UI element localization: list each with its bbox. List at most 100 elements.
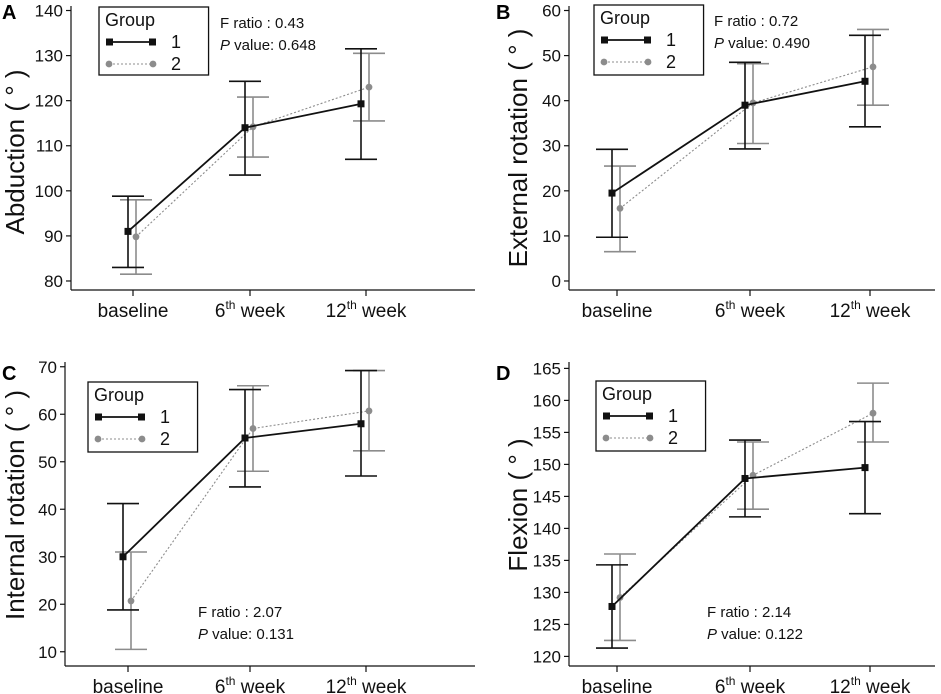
x-tick-label: baseline (93, 677, 164, 694)
legend-frame (595, 380, 707, 452)
y-axis-label: External rotation ( ° ) (503, 29, 533, 268)
data-point-group-1 (241, 124, 249, 132)
legend-frame (87, 381, 199, 453)
legend-marker-group-1 (601, 36, 608, 44)
data-point-group-1 (119, 553, 127, 561)
legend-marker-group-1 (149, 38, 156, 46)
p-value-text: value: 0.131 (208, 626, 294, 643)
legend-title: Group (105, 10, 155, 30)
x-tick-label: baseline (582, 677, 653, 694)
legend-title: Group (600, 8, 650, 28)
legend: Group 1 2 (87, 381, 199, 453)
x-tick-label: baseline (582, 301, 653, 322)
y-tick-label: 50 (38, 453, 57, 472)
legend-marker-group-2 (644, 58, 652, 66)
x-tick-suffix: week (861, 301, 911, 322)
data-point-group-2 (365, 407, 373, 415)
data-point-group-2 (249, 425, 257, 432)
legend-frame (98, 6, 210, 76)
y-tick-label: 120 (533, 647, 561, 666)
legend-label-group-1: 1 (160, 407, 170, 427)
x-tick-superscript: th (725, 298, 735, 312)
y-tick-label: 100 (35, 182, 63, 201)
data-point-group-1 (608, 602, 616, 610)
legend-label-group-1: 1 (171, 32, 181, 52)
p-value-annotation: P value: 0.122 (707, 626, 803, 643)
data-point-group-2 (869, 409, 877, 417)
legend-marker-group-2 (138, 435, 146, 443)
legend: Group 1 2 (593, 4, 705, 76)
x-tick-number: 12 (830, 301, 851, 322)
legend-label-group-1: 1 (666, 30, 676, 50)
x-tick-suffix: week (735, 677, 785, 694)
f-ratio-annotation: F ratio : 0.43 (220, 15, 304, 32)
legend-marker-group-2 (105, 60, 113, 68)
y-tick-label: 70 (38, 358, 57, 377)
y-tick-label: 20 (542, 182, 561, 201)
data-point-group-2 (869, 63, 877, 71)
x-tick-suffix: week (235, 677, 285, 694)
legend-label-group-1: 1 (668, 406, 678, 426)
y-axis-label: Internal rotation ( ° ) (0, 390, 30, 620)
legend-marker-group-2 (646, 434, 654, 442)
legend-marker-group-2 (149, 60, 157, 68)
y-tick-label: 120 (35, 92, 63, 111)
data-point-group-2 (127, 597, 135, 605)
y-tick-label: 125 (533, 615, 561, 634)
x-tick-label: 12th week (326, 674, 407, 694)
x-tick-suffix: week (735, 301, 785, 322)
x-tick-label: baseline (98, 301, 169, 322)
y-tick-label: 30 (38, 548, 57, 567)
y-tick-label: 110 (36, 137, 63, 156)
y-tick-label: 135 (533, 551, 561, 570)
y-tick-label: 140 (533, 519, 561, 538)
x-tick-suffix: week (357, 301, 407, 322)
x-tick-label: 12th week (830, 298, 911, 322)
x-tick-superscript: th (851, 674, 861, 688)
legend-marker-group-1 (138, 413, 145, 421)
series-marks (596, 382, 889, 649)
x-tick-number: 6 (715, 677, 726, 694)
legend-title: Group (602, 384, 652, 404)
x-tick-number: 6 (215, 677, 226, 694)
y-tick-label: 60 (38, 405, 57, 424)
y-tick-label: 40 (542, 92, 561, 111)
x-tick-suffix: week (235, 301, 285, 322)
p-symbol: P (198, 626, 208, 643)
data-point-group-1 (608, 189, 616, 197)
legend-label-group-2: 2 (666, 52, 676, 72)
f-ratio-annotation: F ratio : 0.72 (714, 13, 798, 30)
p-value-annotation: P value: 0.648 (220, 37, 316, 54)
y-tick-label: 40 (38, 500, 57, 519)
x-tick-label: 12th week (326, 298, 407, 322)
x-tick-label: 6th week (215, 298, 286, 322)
legend-title: Group (94, 385, 144, 405)
data-point-group-2 (616, 205, 624, 212)
y-tick-label: 130 (533, 583, 561, 602)
x-tick-number: 6 (715, 301, 726, 322)
legend-marker-group-2 (94, 435, 102, 443)
data-point-group-1 (861, 77, 869, 85)
series-marks (596, 28, 889, 253)
x-tick-suffix: week (861, 677, 911, 694)
x-tick-superscript: th (225, 674, 235, 688)
y-tick-label: 150 (533, 455, 561, 474)
legend-marker-group-2 (600, 58, 608, 66)
data-point-group-1 (741, 474, 749, 482)
p-value-text: value: 0.648 (230, 37, 316, 54)
panel-a: A Abduction ( ° ) 80 90 100 110 120 130 140 bas… (0, 2, 475, 322)
panel-c: C Internal rotation ( ° ) 10 20 30 40 50 60 70… (0, 358, 475, 694)
panel-letter-a: A (2, 2, 16, 24)
legend: Group 1 2 (595, 380, 707, 452)
legend: Group 1 2 (98, 6, 210, 76)
x-tick-number: 12 (326, 677, 347, 694)
x-tick-label: 6th week (715, 298, 786, 322)
legend-marker-group-1 (95, 413, 102, 421)
y-tick-label: 160 (533, 391, 561, 410)
series-line-group-2 (130, 410, 370, 602)
f-ratio-annotation: F ratio : 2.07 (198, 604, 282, 621)
